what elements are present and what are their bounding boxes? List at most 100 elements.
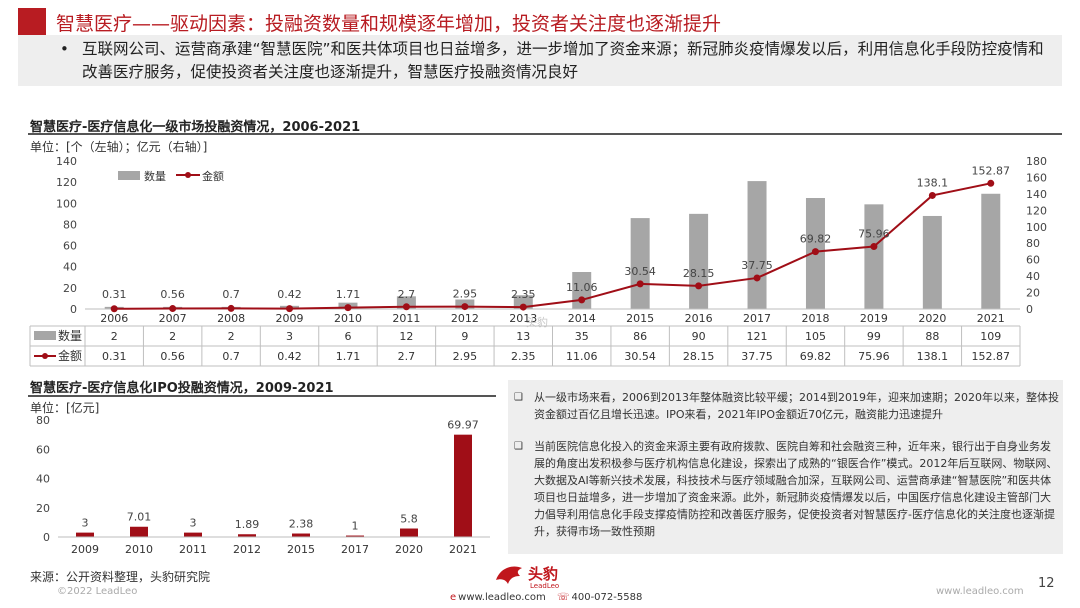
table-count-cell: 35 [575,330,589,343]
leopard-logo-icon [496,566,522,584]
amount-point [461,303,469,311]
amount-data-label: 152.87 [972,164,1011,177]
table-amount-cell: 75.96 [858,350,890,363]
amount-point [928,191,936,199]
y-left-tick-label: 80 [63,218,77,231]
table-amount-cell: 152.87 [972,350,1011,363]
ipo-data-label: 7.01 [127,511,152,524]
table-amount-cell: 2.7 [398,350,416,363]
y-right-tick-label: 100 [1026,221,1047,234]
table-amount-cell: 0.42 [277,350,302,363]
source-note: 来源：公开资料整理，头豹研究院 [30,570,211,584]
ipo-data-label: 2.38 [289,518,314,531]
amount-data-label: 138.1 [917,176,949,189]
x-tick-label: 2020 [918,312,946,325]
chart1-unit-label: 单位：[个（左轴）；亿元（右轴）] [30,140,208,154]
count-bar [922,215,942,309]
amount-point [811,248,819,256]
y-right-tick-label: 120 [1026,204,1047,217]
y-tick-label: 60 [36,443,50,456]
table-amount-cell: 0.31 [102,350,127,363]
table-count-cell: 12 [399,330,413,343]
table-amount-cell: 2.35 [511,350,536,363]
y-left-tick-label: 0 [70,303,77,316]
chart1-title: 智慧医疗-医疗信息化一级市场投融资情况，2006-2021 [30,120,361,135]
table-count-cell: 2 [228,330,235,343]
table-amount-cell: 30.54 [624,350,656,363]
legend-count-label: 数量 [144,170,166,183]
table-amount-cell: 37.75 [741,350,773,363]
table-amount-cell: 2.95 [453,350,478,363]
x-tick-label: 2010 [125,543,153,556]
table-amount-cell: 0.7 [222,350,240,363]
x-tick-label: 2008 [217,312,245,325]
ipo-data-label: 1.89 [235,518,260,531]
table-count-cell: 6 [344,330,351,343]
x-tick-label: 2013 [509,312,537,325]
y-tick-label: 20 [36,502,50,515]
amount-data-label: 2.35 [511,288,536,301]
amount-point [753,274,761,282]
amount-point [169,305,177,313]
amount-data-label: 2.95 [453,288,478,301]
table-count-cell: 9 [461,330,468,343]
ipo-bar [454,434,472,537]
y-left-tick-label: 120 [56,176,77,189]
note-1: ❑ 从一级市场来看，2006到2013年整体融资比较平缓；2014到2019年，… [514,389,1059,423]
y-tick-label: 80 [36,414,50,427]
phone-icon: ☏ [556,592,570,603]
ipo-bar [400,528,418,537]
table-count-cell: 121 [747,330,768,343]
copyright: ©2022 LeadLeo [57,586,138,597]
y-right-tick-label: 60 [1026,254,1040,267]
ipo-bar [76,532,94,537]
amount-point [987,179,995,187]
amount-data-label: 0.56 [160,288,185,301]
x-tick-label: 2011 [179,543,207,556]
amount-point [227,304,235,312]
amount-data-label: 69.82 [800,233,832,246]
chart2-title-underline [28,395,496,397]
table-count-cell: 2 [169,330,176,343]
y-left-tick-label: 140 [56,155,77,168]
amount-data-label: 11.06 [566,281,598,294]
table-amount-cell: 28.15 [683,350,715,363]
count-bar [864,204,884,309]
x-tick-label: 2007 [159,312,187,325]
x-tick-label: 2019 [860,312,888,325]
y-right-tick-label: 0 [1026,303,1033,316]
table-count-cell: 105 [805,330,826,343]
x-tick-label: 2017 [341,543,369,556]
table-amount-cell: 138.1 [917,350,949,363]
y-right-tick-label: 80 [1026,237,1040,250]
table-amount-cell: 11.06 [566,350,598,363]
ipo-bar [184,532,202,537]
table-count-label: 数量 [58,328,82,343]
amount-line [114,182,991,310]
table-count-cell: 13 [516,330,530,343]
web-icon: e [450,592,457,603]
table-count-cell: 86 [633,330,647,343]
amount-data-label: 0.7 [222,288,240,301]
amount-data-label: 0.31 [102,288,127,301]
y-right-tick-label: 140 [1026,188,1047,201]
ipo-bar [238,534,256,537]
note-2: ❑ 当前医院信息化投入的资金来源主要有政府拨款、医院自筹和社会融资三种，近年来，… [514,438,1059,540]
x-tick-label: 2011 [392,312,420,325]
y-left-tick-label: 20 [63,282,77,295]
chart2-title: 智慧医疗-医疗信息化IPO投融资情况，2009-2021 [30,381,334,396]
notes-box [508,380,1063,554]
table-count-cell: 88 [925,330,939,343]
logo-sub-text: LeadLeo [530,582,560,590]
table-count-cell: 109 [980,330,1001,343]
x-tick-label: 2012 [451,312,479,325]
count-bar [981,193,1001,309]
amount-data-label: 37.75 [741,259,773,272]
y-right-tick-label: 180 [1026,155,1047,168]
contact-phone: 400-072-5588 [571,592,643,603]
note-1-text: 从一级市场来看，2006到2013年整体融资比较平缓；2014到2019年，迎来… [534,391,1059,421]
x-tick-label: 2018 [801,312,829,325]
amount-data-label: 1.71 [336,288,361,301]
legend-amount-marker [185,172,191,178]
